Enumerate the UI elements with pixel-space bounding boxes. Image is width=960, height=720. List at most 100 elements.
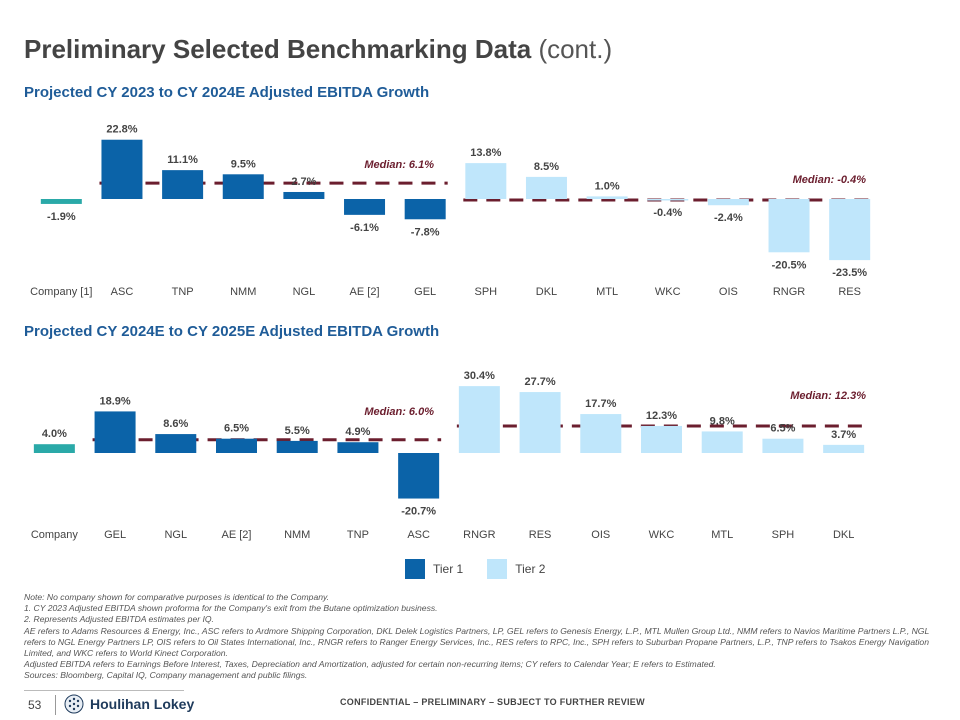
data-label: 4.0% bbox=[42, 428, 67, 440]
category-label: OIS bbox=[591, 529, 610, 541]
bar-dkl bbox=[823, 444, 865, 453]
data-label: 30.4% bbox=[464, 370, 495, 382]
category-label: RNGR bbox=[773, 286, 805, 298]
data-label: 11.1% bbox=[167, 154, 198, 166]
page-title-suffix: (cont.) bbox=[538, 34, 613, 64]
bar-sph bbox=[762, 438, 804, 453]
data-label: -2.4% bbox=[714, 212, 743, 224]
category-label: NGL bbox=[164, 529, 187, 541]
bar-tnp bbox=[162, 170, 204, 199]
data-label: -20.7% bbox=[401, 506, 436, 518]
category-label: OIS bbox=[719, 286, 738, 298]
bar-mtl bbox=[701, 431, 743, 453]
data-label: 4.9% bbox=[345, 426, 370, 438]
median-label: Median: 6.1% bbox=[364, 159, 434, 171]
data-label: 2.7% bbox=[291, 176, 316, 188]
chart-legend: Tier 1 Tier 2 bbox=[405, 558, 569, 580]
legend-item-tier2: Tier 2 bbox=[487, 559, 545, 579]
bar-ae-2 bbox=[344, 199, 386, 215]
footer-divider bbox=[24, 690, 184, 691]
confidential-banner: CONFIDENTIAL – PRELIMINARY – SUBJECT TO … bbox=[340, 697, 645, 707]
data-label: -23.5% bbox=[832, 267, 867, 279]
bar-nmm bbox=[222, 174, 264, 199]
data-label: 9.5% bbox=[231, 158, 256, 170]
data-label: 5.5% bbox=[285, 425, 310, 437]
bar-sph bbox=[465, 163, 507, 199]
data-label: -0.4% bbox=[653, 207, 682, 219]
category-label: WKC bbox=[649, 529, 675, 541]
bar-ois bbox=[707, 199, 749, 206]
category-label: DKL bbox=[833, 529, 854, 541]
category-label: RES bbox=[529, 529, 552, 541]
data-label: -20.5% bbox=[772, 259, 807, 271]
chart1-ebitda-growth-2023-2024: Median: 6.1% Median: -0.4% -1.9% Company [1… bbox=[30, 124, 873, 298]
category-label: RES bbox=[838, 286, 861, 298]
page-title-main: Preliminary Selected Benchmarking Data bbox=[24, 34, 532, 64]
data-label: 27.7% bbox=[524, 376, 555, 388]
category-label: NMM bbox=[284, 529, 310, 541]
footnote: AE refers to Adams Resources & Energy, I… bbox=[24, 625, 930, 659]
bar-ois bbox=[580, 414, 622, 453]
category-label: WKC bbox=[655, 286, 681, 298]
bar-asc bbox=[101, 139, 143, 199]
category-label: MTL bbox=[596, 286, 618, 298]
company-logo: Houlihan Lokey bbox=[64, 694, 194, 714]
chart2-ebitda-growth-2024-2025: Median: 6.0% Median: 12.3% 4.0% Company 18.9… bbox=[31, 370, 866, 541]
category-label: MTL bbox=[711, 529, 733, 541]
legend-label-tier1: Tier 1 bbox=[433, 562, 464, 576]
data-label: 22.8% bbox=[106, 124, 137, 136]
legend-swatch-tier1 bbox=[405, 559, 425, 579]
category-label: AE [2] bbox=[222, 529, 252, 541]
legend-swatch-tier2 bbox=[487, 559, 508, 579]
data-label: 9.8% bbox=[710, 415, 735, 427]
bar-tnp bbox=[337, 442, 379, 453]
bar-rngr bbox=[458, 386, 500, 453]
chart1-title: Projected CY 2023 to CY 2024E Adjusted E… bbox=[24, 84, 430, 101]
data-label: 18.9% bbox=[99, 395, 130, 407]
bar-asc bbox=[398, 453, 440, 499]
data-label: 8.6% bbox=[163, 418, 188, 430]
category-label: AE [2] bbox=[350, 286, 380, 298]
houlihan-lokey-logo-icon bbox=[64, 694, 84, 714]
data-label: 8.5% bbox=[534, 161, 559, 173]
bar-gel bbox=[404, 199, 446, 220]
data-label: -1.9% bbox=[47, 211, 76, 223]
footer-separator bbox=[55, 695, 56, 715]
footnote: 2. Represents Adjusted EBITDA estimates … bbox=[24, 614, 214, 625]
footnote: Adjusted EBITDA refers to Earnings Befor… bbox=[24, 659, 716, 670]
logo-text: Houlihan Lokey bbox=[90, 696, 195, 712]
category-label: TNP bbox=[347, 529, 369, 541]
median-label: Median: -0.4% bbox=[793, 174, 867, 186]
category-label: SPH bbox=[475, 286, 498, 298]
legend-label-tier2: Tier 2 bbox=[515, 562, 546, 576]
footnote: Note: No company shown for comparative p… bbox=[24, 592, 330, 602]
bar-ngl bbox=[283, 191, 325, 199]
category-label: GEL bbox=[414, 286, 436, 298]
bar-company-1 bbox=[40, 199, 82, 204]
bar-dkl bbox=[525, 176, 567, 199]
category-label: TNP bbox=[172, 286, 194, 298]
category-label: Company bbox=[31, 529, 79, 541]
legend-item-tier1: Tier 1 bbox=[405, 559, 463, 579]
category-label: SPH bbox=[772, 529, 795, 541]
median-label: Median: 6.0% bbox=[364, 406, 434, 418]
bar-mtl bbox=[586, 196, 628, 199]
bar-gel bbox=[94, 411, 136, 453]
category-label: ASC bbox=[407, 529, 430, 541]
bar-nmm bbox=[276, 440, 318, 453]
data-label: 6.5% bbox=[770, 423, 795, 435]
bar-ngl bbox=[155, 434, 197, 453]
data-label: -6.1% bbox=[350, 222, 379, 234]
data-label: 6.5% bbox=[224, 423, 249, 435]
data-label: 3.7% bbox=[831, 429, 856, 441]
median-label: Median: 12.3% bbox=[790, 390, 866, 402]
data-label: 12.3% bbox=[646, 410, 677, 422]
category-label: GEL bbox=[104, 529, 126, 541]
bar-rngr bbox=[768, 199, 810, 253]
category-label: DKL bbox=[536, 286, 557, 298]
data-label: 17.7% bbox=[585, 398, 616, 410]
footnote: Sources: Bloomberg, Capital IQ, Company … bbox=[24, 670, 308, 681]
bar-ae-2 bbox=[216, 438, 257, 453]
bar-company bbox=[33, 444, 75, 453]
data-label: -7.8% bbox=[411, 226, 440, 238]
